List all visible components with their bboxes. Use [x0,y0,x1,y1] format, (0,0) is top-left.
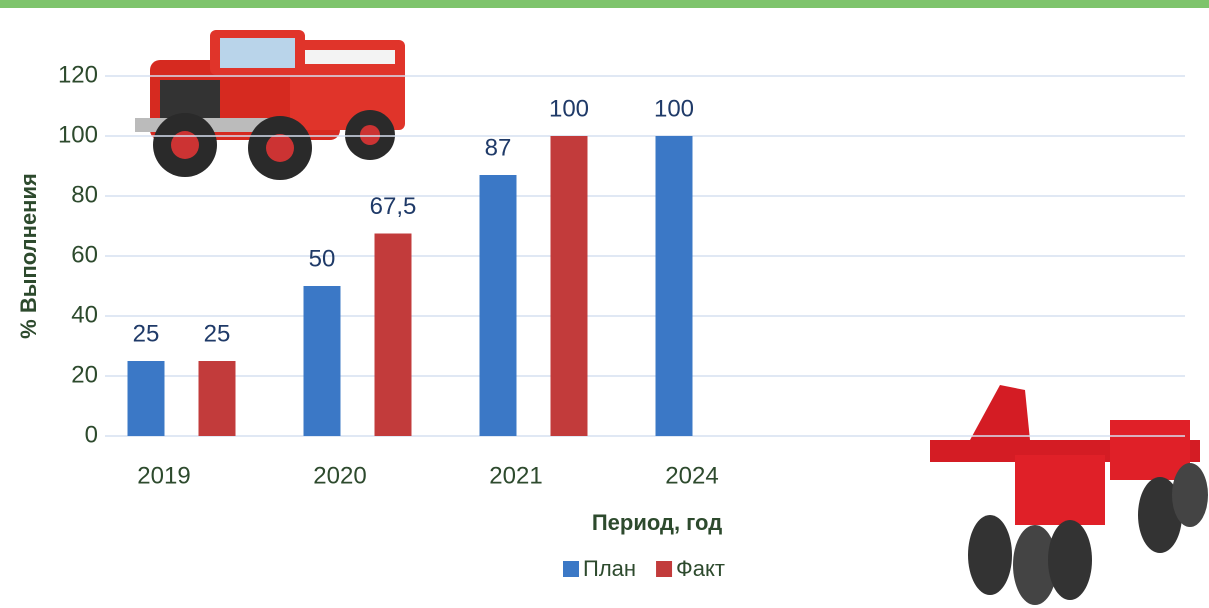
y-tick-label: 80 [71,181,98,208]
y-tick-label: 0 [85,421,98,448]
legend-swatch [656,561,672,577]
harrow-illustration [930,385,1208,605]
y-tick-label: 20 [71,361,98,388]
bar [199,361,236,436]
value-label: 87 [485,134,512,161]
x-tick-label: 2019 [137,462,190,489]
bar [375,234,412,437]
x-tick-label: 2021 [489,462,542,489]
x-axis-title: Период, год [592,510,722,535]
top-bar [0,0,1209,8]
fire-truck-illustration [135,30,405,180]
bar [551,136,588,436]
value-label: 67,5 [370,193,417,220]
chart: 0 20 40 60 80 100 120 2019 25 25 2020 50 67,5 2021 87 1… [0,0,1209,608]
x-tick-label: 2024 [665,462,718,489]
value-label: 100 [549,95,589,122]
bar [480,175,517,436]
y-tick-label: 60 [71,241,98,268]
value-label: 25 [204,320,231,347]
legend-swatch [563,561,579,577]
y-axis-title: % Выполнения [16,173,41,339]
y-tick-label: 40 [71,301,98,328]
y-tick-label: 120 [58,61,98,88]
bar [304,286,341,436]
value-label: 50 [309,245,336,272]
legend-label: План [583,556,636,581]
bar [656,136,693,436]
legend-label: Факт [676,556,725,581]
x-tick-label: 2020 [313,462,366,489]
value-label: 25 [133,320,160,347]
y-tick-label: 100 [58,121,98,148]
bar [128,361,165,436]
value-label: 100 [654,95,694,122]
